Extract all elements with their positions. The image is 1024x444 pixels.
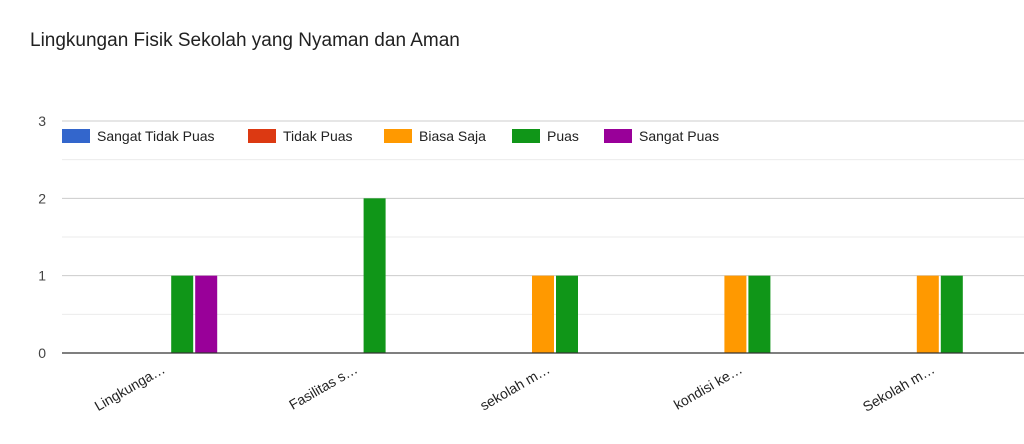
x-tick-label: Sekolah m… (860, 361, 937, 415)
legend-label: Tidak Puas (283, 128, 353, 144)
y-tick-label: 2 (38, 190, 46, 206)
legend-swatch (62, 129, 90, 143)
bar (556, 275, 578, 353)
x-tick-label: Fasilitas s… (286, 361, 360, 413)
x-tick-label: Lingkunga… (92, 361, 168, 414)
legend-label: Sangat Puas (639, 128, 719, 144)
bar (916, 275, 939, 353)
x-tick-label: kondisi ke… (671, 361, 745, 413)
legend-label: Sangat Tidak Puas (97, 128, 215, 144)
legend-swatch (604, 129, 632, 143)
bar (940, 275, 963, 353)
legend-swatch (512, 129, 540, 143)
x-tick-label: sekolah m… (477, 361, 552, 414)
bar (748, 275, 771, 353)
bar (724, 275, 747, 353)
chart-title: Lingkungan Fisik Sekolah yang Nyaman dan… (30, 30, 460, 51)
y-tick-label: 3 (38, 113, 46, 129)
legend-label: Puas (547, 128, 579, 144)
legend-label: Biasa Saja (419, 128, 486, 144)
y-tick-label: 0 (38, 345, 46, 361)
bar (363, 198, 386, 353)
legend-swatch (248, 129, 276, 143)
legend-swatch (384, 129, 412, 143)
y-tick-label: 1 (38, 268, 46, 284)
bar (195, 275, 218, 353)
bar (532, 275, 554, 353)
bar (171, 275, 194, 353)
